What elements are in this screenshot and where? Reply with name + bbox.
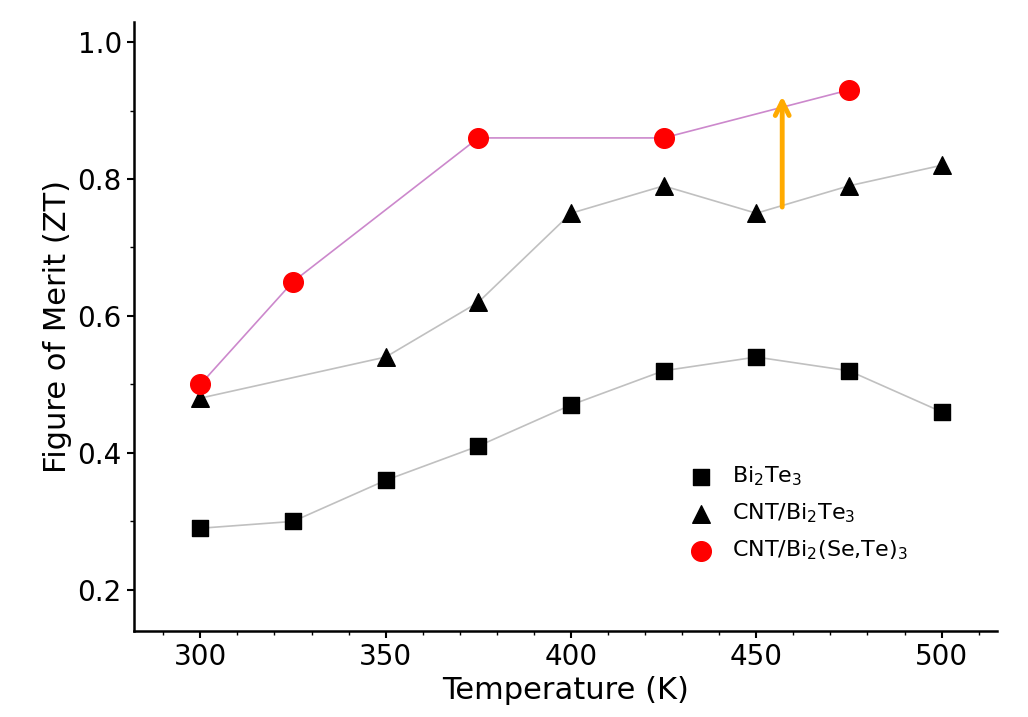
CNT/Bi$_2$Te$_3$ bbox=[377, 351, 394, 363]
Bi$_2$Te$_3$ bbox=[933, 406, 950, 417]
Legend: Bi$_2$Te$_3$, CNT/Bi$_2$Te$_3$, CNT/Bi$_2$(Se,Te)$_3$: Bi$_2$Te$_3$, CNT/Bi$_2$Te$_3$, CNT/Bi$_… bbox=[672, 456, 917, 571]
X-axis label: Temperature (K): Temperature (K) bbox=[442, 676, 689, 706]
CNT/Bi$_2$(Se,Te)$_3$ bbox=[285, 276, 301, 288]
Bi$_2$Te$_3$ bbox=[192, 523, 209, 534]
CNT/Bi$_2$(Se,Te)$_3$ bbox=[192, 379, 209, 390]
CNT/Bi$_2$Te$_3$ bbox=[470, 297, 486, 308]
CNT/Bi$_2$Te$_3$ bbox=[933, 160, 950, 171]
Bi$_2$Te$_3$ bbox=[285, 516, 301, 527]
CNT/Bi$_2$Te$_3$ bbox=[562, 207, 579, 219]
CNT/Bi$_2$Te$_3$ bbox=[748, 207, 765, 219]
Bi$_2$Te$_3$ bbox=[748, 351, 765, 363]
CNT/Bi$_2$Te$_3$ bbox=[192, 392, 209, 404]
Bi$_2$Te$_3$ bbox=[656, 365, 672, 376]
CNT/Bi$_2$Te$_3$ bbox=[656, 180, 672, 191]
Y-axis label: Figure of Merit (ZT): Figure of Merit (ZT) bbox=[43, 180, 72, 473]
CNT/Bi$_2$(Se,Te)$_3$ bbox=[656, 132, 672, 143]
Bi$_2$Te$_3$ bbox=[562, 399, 579, 411]
Bi$_2$Te$_3$ bbox=[470, 440, 486, 452]
CNT/Bi$_2$(Se,Te)$_3$ bbox=[841, 85, 857, 96]
Bi$_2$Te$_3$ bbox=[377, 475, 394, 486]
Bi$_2$Te$_3$ bbox=[841, 365, 857, 376]
CNT/Bi$_2$(Se,Te)$_3$ bbox=[470, 132, 486, 143]
CNT/Bi$_2$Te$_3$ bbox=[841, 180, 857, 191]
